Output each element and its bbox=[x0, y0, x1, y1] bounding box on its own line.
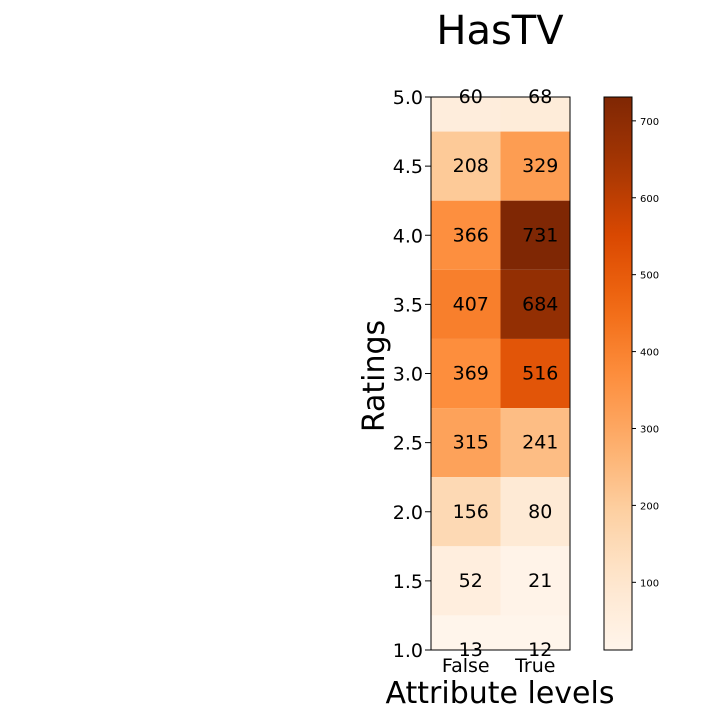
cell-value-label: 329 bbox=[522, 155, 558, 177]
y-tick-label: 1.5 bbox=[393, 571, 423, 593]
heatmap-cell bbox=[500, 338, 570, 409]
y-tick-label: 4.5 bbox=[393, 156, 423, 178]
heatmap-cell bbox=[431, 269, 501, 339]
cell-value-label: 156 bbox=[453, 501, 489, 523]
y-tick-label: 2.5 bbox=[393, 433, 423, 455]
y-axis-ticks: 1.0 1.5 2.0 2.5 3.0 3.5 4.0 4.5 5.0 bbox=[393, 87, 431, 662]
colorbar-tick-label: 700 bbox=[640, 117, 659, 128]
heatmap-cell bbox=[431, 477, 501, 547]
heatmap-cell bbox=[500, 131, 570, 201]
y-tick-label: 2.0 bbox=[393, 502, 423, 524]
cell-value-label: 21 bbox=[528, 570, 552, 592]
y-tick-label: 3.0 bbox=[393, 364, 423, 386]
heatmap-cell bbox=[431, 97, 501, 132]
heatmap-cell bbox=[431, 408, 501, 478]
cell-value-label: 80 bbox=[528, 501, 552, 523]
y-axis-label: Ratings bbox=[357, 320, 392, 432]
heatmap-cell bbox=[431, 200, 501, 270]
colorbar-tick-label: 500 bbox=[640, 271, 659, 282]
cell-value-label: 366 bbox=[453, 224, 489, 246]
heatmap-cell bbox=[500, 97, 570, 132]
heatmap-cell bbox=[500, 477, 570, 547]
heatmap-cell bbox=[431, 131, 501, 201]
colorbar-tick-label: 100 bbox=[640, 578, 659, 589]
cell-value-label: 407 bbox=[453, 293, 489, 315]
cell-value-label: 241 bbox=[522, 432, 558, 454]
y-tick-label: 4.0 bbox=[393, 225, 423, 247]
x-axis-label: Attribute levels bbox=[386, 676, 615, 711]
colorbar-tick-label: 300 bbox=[640, 424, 659, 435]
cell-value-label: 369 bbox=[453, 363, 489, 385]
heatmap-cell bbox=[500, 408, 570, 478]
cell-value-label: 208 bbox=[453, 155, 489, 177]
colorbar-tick-label: 400 bbox=[640, 348, 659, 359]
heatmap-cell bbox=[500, 546, 570, 616]
heatmap-cell bbox=[431, 615, 501, 650]
colorbar-tick-label: 600 bbox=[640, 194, 659, 205]
colorbar: 100 200 300 400 500 600 700 bbox=[603, 96, 659, 651]
colorbar-gradient bbox=[603, 96, 633, 651]
cell-value-label: 684 bbox=[522, 293, 558, 315]
cell-value-label: 315 bbox=[453, 432, 489, 454]
heatmap-cell bbox=[431, 546, 501, 616]
x-axis-ticks: False True bbox=[442, 650, 555, 677]
y-tick-label: 5.0 bbox=[393, 87, 423, 109]
x-tick-label: True bbox=[514, 655, 555, 677]
cell-value-label: 52 bbox=[459, 570, 483, 592]
cell-value-label: 731 bbox=[522, 224, 558, 246]
heatmap-cell bbox=[431, 338, 501, 409]
x-tick-label: False bbox=[442, 655, 490, 677]
colorbar-tick-label: 200 bbox=[640, 501, 659, 512]
heatmap-cell bbox=[500, 615, 570, 650]
cell-value-label: 516 bbox=[522, 363, 558, 385]
heatmap-cell bbox=[500, 200, 570, 270]
y-tick-label: 1.0 bbox=[393, 640, 423, 662]
y-tick-label: 3.5 bbox=[393, 294, 423, 316]
chart-title: HasTV bbox=[436, 8, 564, 54]
heatmap-cell bbox=[500, 269, 570, 339]
